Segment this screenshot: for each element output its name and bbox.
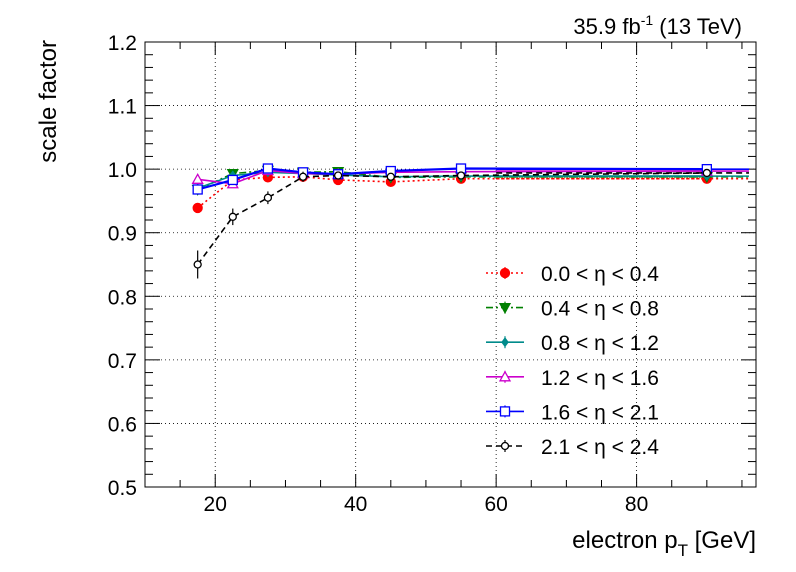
- y-tick-label: 0.5: [108, 477, 137, 500]
- legend-marker: [499, 267, 511, 279]
- legend-label: 0.8 < η < 1.2: [541, 332, 659, 355]
- legend: 0.0 < η < 0.4 0.4 < η < 0.8 0.8 < η < 1.2 1…: [486, 263, 659, 459]
- plot-frame: [144, 41, 757, 488]
- legend-label: 1.2 < η < 1.6: [541, 367, 659, 390]
- lumi-label: 35.9 fb-1 (13 TeV): [573, 12, 742, 39]
- y-tick-label: 1.2: [108, 32, 137, 55]
- data-point: [262, 163, 274, 174]
- legend-label: 1.6 < η < 2.1: [541, 401, 659, 424]
- x-tick-label: 80: [625, 493, 648, 516]
- legend-label: 0.4 < η < 0.8: [541, 298, 659, 321]
- series-line: [197, 167, 707, 191]
- data-point: [702, 168, 711, 178]
- y-tick-label: 0.8: [108, 286, 137, 309]
- y-axis-label: scale factor: [35, 40, 62, 163]
- legend-entry-4: 1.2 < η < 1.6: [486, 367, 659, 390]
- series-1: [192, 171, 749, 214]
- axis-ticks: [145, 41, 756, 488]
- axis-tick-labels: 20 40 60 80 0.5 0.6 0.7 0.8 0.9 1.0 1.1 1.2: [108, 32, 648, 516]
- legend-marker: [498, 370, 512, 382]
- series-line: [197, 171, 707, 189]
- series-line: [197, 172, 707, 265]
- series-6: [193, 168, 749, 279]
- legend-entry-3: 0.8 < η < 1.2: [486, 332, 659, 355]
- y-tick-label: 1.0: [108, 159, 137, 182]
- legend-entry-2: 0.4 < η < 0.8: [486, 298, 659, 321]
- lumi-superscript: -1: [641, 12, 654, 28]
- legend-marker: [500, 441, 510, 451]
- data-point: [228, 212, 237, 221]
- legend-marker: [499, 406, 511, 417]
- legend-entry-6: 2.1 < η < 2.4: [486, 436, 659, 459]
- y-tick-label: 0.6: [108, 413, 137, 436]
- x-tick-label: 60: [484, 493, 507, 516]
- data-point: [191, 172, 204, 184]
- x-tick-label: 20: [204, 493, 227, 516]
- data-point: [227, 174, 238, 186]
- y-tick-label: 1.1: [108, 96, 137, 119]
- legend-entry-5: 1.6 < η < 2.1: [486, 401, 659, 424]
- legend-entry-1: 0.0 < η < 0.4: [486, 263, 659, 286]
- data-point: [192, 184, 203, 195]
- x-axis-label-subscript: T: [678, 541, 688, 560]
- y-tick-label: 0.9: [108, 223, 137, 246]
- data-point: [456, 171, 466, 180]
- grid-lines: [145, 42, 756, 487]
- data-point: [193, 260, 202, 269]
- series-line: [197, 175, 707, 209]
- legend-marker: [501, 337, 509, 348]
- data-point: [298, 172, 308, 181]
- lumi-tail: (13 TeV): [653, 14, 742, 39]
- data-point: [333, 171, 343, 180]
- data-point: [192, 202, 203, 214]
- x-axis-label-tail: [GeV]: [688, 527, 756, 554]
- series-layer: [191, 163, 749, 279]
- y-tick-label: 0.7: [108, 350, 137, 373]
- x-axis-label: electron pT [GeV]: [572, 527, 756, 560]
- legend-label: 0.0 < η < 0.4: [541, 263, 659, 286]
- legend-marker: [498, 302, 512, 314]
- series-5: [192, 163, 749, 195]
- legend-label: 2.1 < η < 2.4: [541, 436, 659, 459]
- x-tick-label: 40: [344, 493, 367, 516]
- data-point: [386, 172, 395, 181]
- data-point: [263, 193, 273, 202]
